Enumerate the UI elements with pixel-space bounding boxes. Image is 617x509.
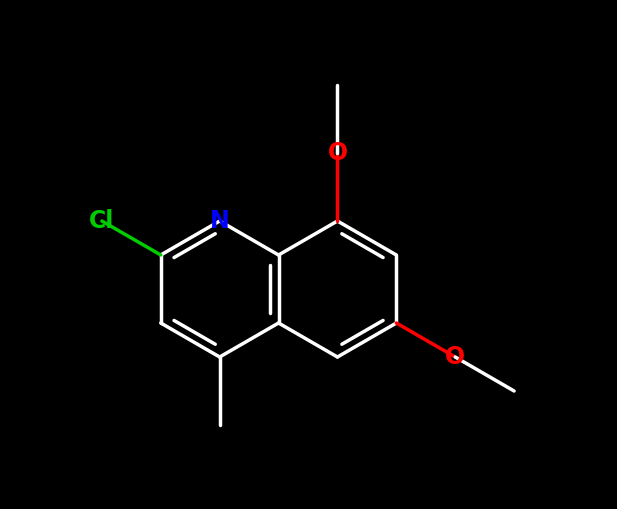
Text: O: O: [328, 141, 347, 165]
Text: N: N: [210, 209, 230, 233]
Text: O: O: [445, 345, 465, 369]
Text: Cl: Cl: [89, 209, 115, 233]
